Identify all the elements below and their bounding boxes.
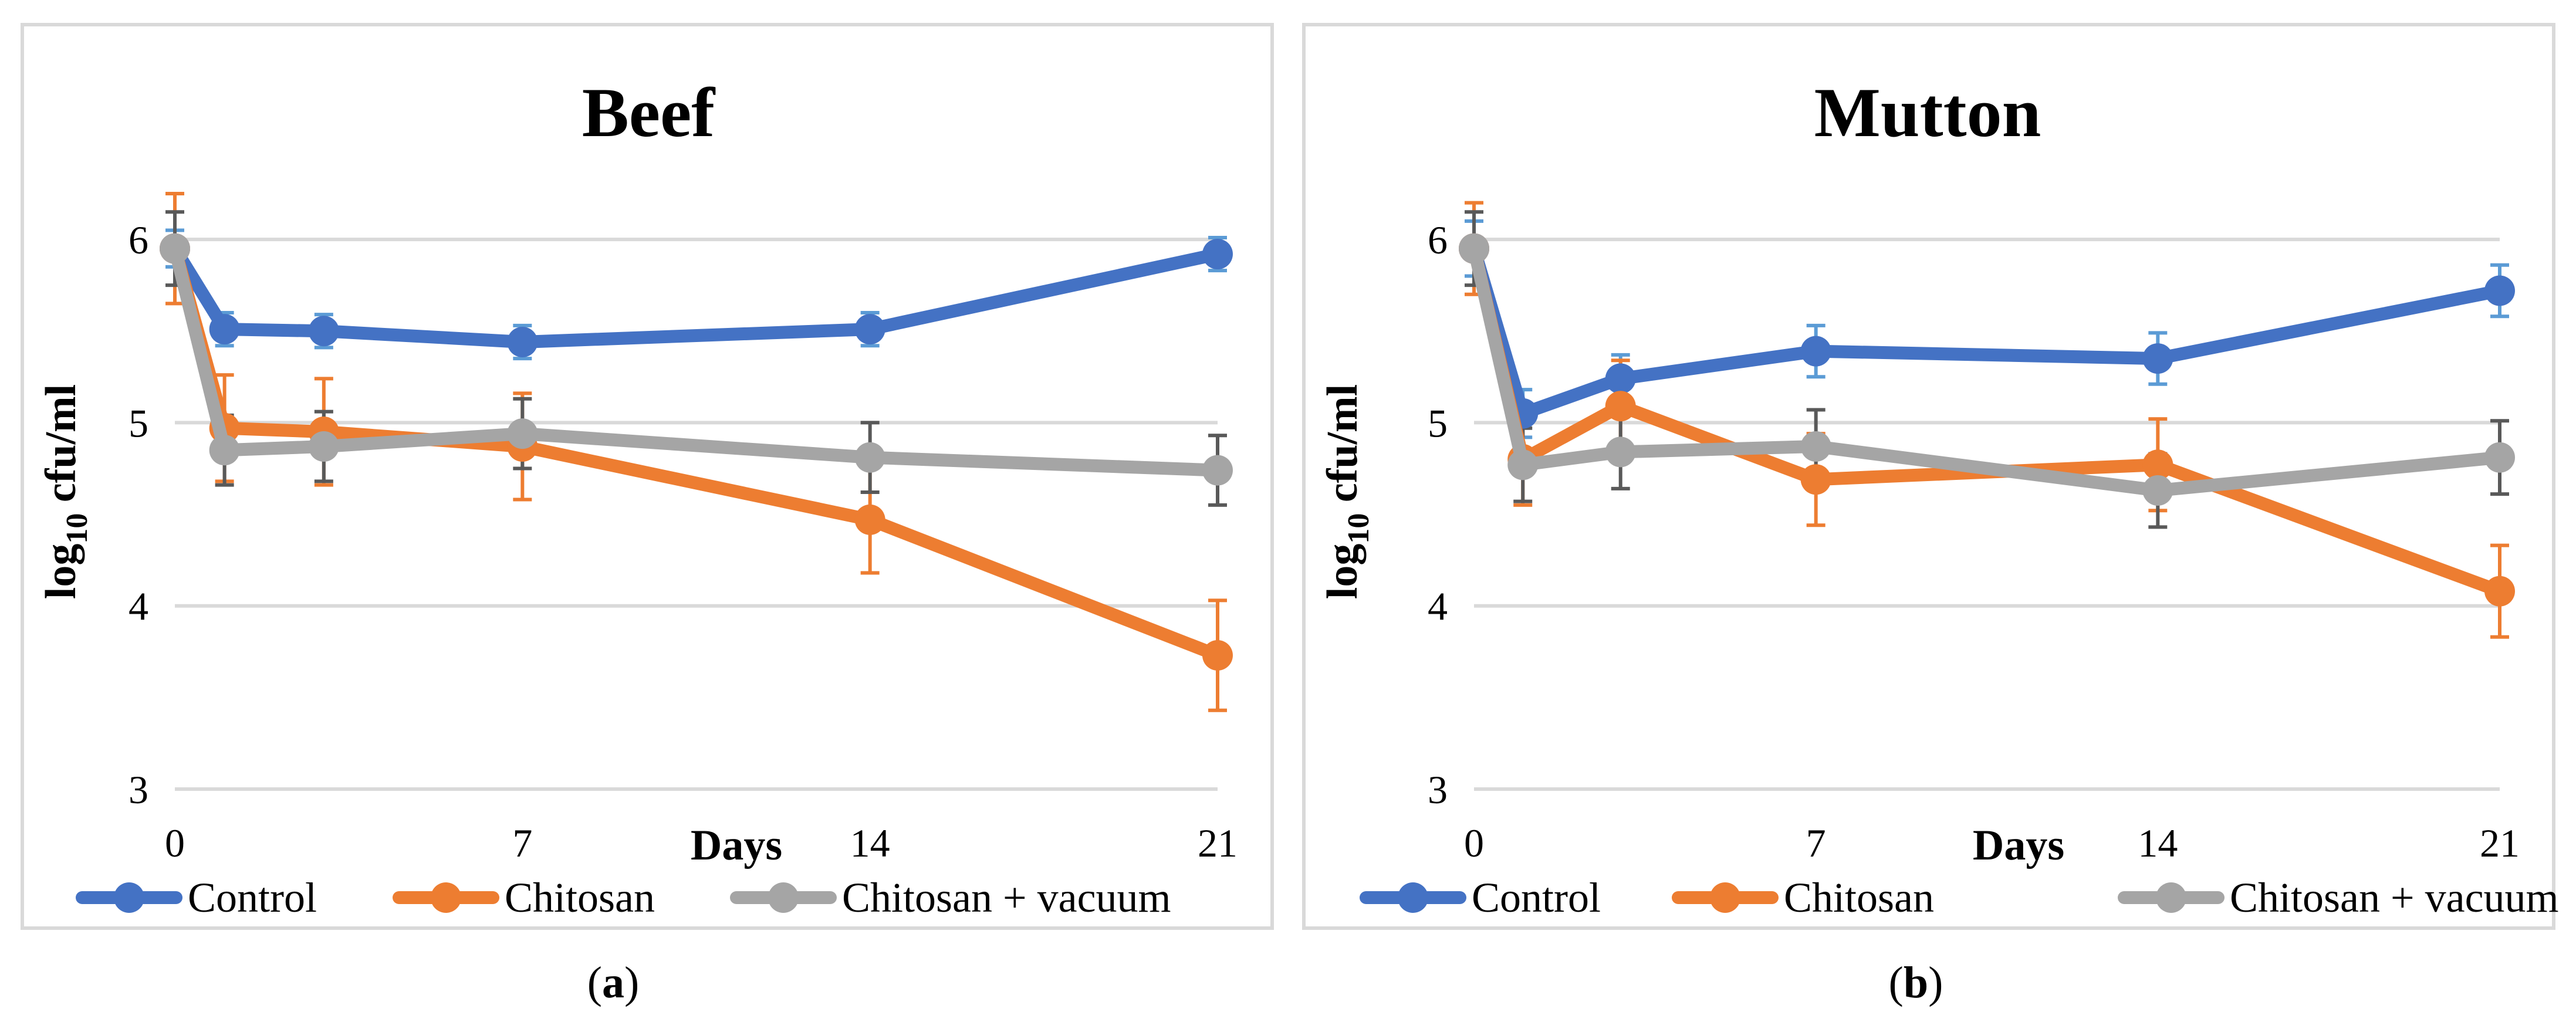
data-point-chitosan xyxy=(1202,640,1233,671)
caption-letter: b xyxy=(1904,958,1928,1007)
data-point-chitosan xyxy=(2142,449,2173,480)
x-tick-label: 7 xyxy=(1806,821,1826,865)
x-tick-label: 0 xyxy=(1464,821,1484,865)
data-point-vacuum xyxy=(1800,431,1831,462)
data-point-vacuum xyxy=(854,442,885,473)
legend-label: Control xyxy=(188,874,317,921)
data-point-control xyxy=(1800,336,1831,367)
y-axis-label: log10 cfu/ml xyxy=(1319,384,1375,599)
data-point-chitosan xyxy=(854,504,885,535)
y-tick-label: 4 xyxy=(129,584,148,629)
series-line-control xyxy=(1468,242,2506,420)
caption-open: ( xyxy=(587,958,602,1007)
legend-label: Chitosan xyxy=(505,874,655,921)
legend-label: Control xyxy=(1472,874,1601,921)
legend-item-chitosan: Chitosan xyxy=(1672,874,1934,921)
legend-swatch-marker xyxy=(431,882,461,913)
legend-swatch-marker xyxy=(768,882,799,913)
legend-swatch-marker xyxy=(2156,882,2186,913)
y-tick-label: 6 xyxy=(129,218,148,262)
x-tick-label: 0 xyxy=(165,821,185,865)
legend-label: Chitosan + vacuum xyxy=(842,874,1171,921)
y-tick-label: 3 xyxy=(129,767,148,812)
caption-close: ) xyxy=(624,958,639,1007)
panel-caption: (a) xyxy=(587,958,640,1007)
data-point-vacuum xyxy=(160,233,190,264)
chart-title: Beef xyxy=(582,73,716,151)
y-axis-label-subscript: 10 xyxy=(60,513,94,544)
x-tick-label: 14 xyxy=(2138,821,2178,865)
chart-panel-beef: 3 4 5 6 0 7 14 21 Beef log10 cfu/ml Days Control Chi… xyxy=(21,23,1274,930)
legend-swatch-marker xyxy=(114,882,144,913)
data-point-vacuum xyxy=(1202,455,1233,486)
y-tick-label: 5 xyxy=(1428,401,1448,445)
data-point-vacuum xyxy=(1459,233,1489,264)
y-tick-label: 6 xyxy=(1428,218,1448,262)
y-axis-label-subscript: 10 xyxy=(1342,513,1375,544)
y-tick-label: 3 xyxy=(1428,767,1448,812)
x-tick-label: 7 xyxy=(512,821,532,865)
legend-swatch-marker xyxy=(1398,882,1428,913)
data-point-vacuum xyxy=(1605,436,1636,468)
legend-label: Chitosan xyxy=(1784,874,1934,921)
series-line-vacuum xyxy=(168,242,1224,477)
data-point-vacuum xyxy=(209,435,240,466)
data-point-chitosan xyxy=(1800,464,1831,495)
data-point-control xyxy=(1605,363,1636,394)
legend-label: Chitosan + vacuum xyxy=(2230,874,2559,921)
x-tick-label: 21 xyxy=(2480,821,2520,865)
legend-item-control: Control xyxy=(1360,874,1601,921)
legend-item-chitosan: Chitosan xyxy=(393,874,655,921)
chart-panel-mutton: 3 4 5 6 0 7 14 21 Mutton log10 cfu/ml Days Control C… xyxy=(1302,23,2559,930)
legend-item-vacuum: Chitosan + vacuum xyxy=(730,874,1171,921)
data-point-control xyxy=(308,316,339,347)
y-tick-label: 4 xyxy=(1428,584,1448,629)
data-point-control xyxy=(2484,275,2515,306)
data-point-vacuum xyxy=(308,431,339,462)
series-line-vacuum xyxy=(1468,242,2506,497)
data-point-chitosan xyxy=(2484,576,2515,607)
y-axis-label-unit: cfu/ml xyxy=(1319,384,1367,513)
data-point-control xyxy=(209,314,240,345)
data-point-vacuum xyxy=(1507,449,1539,480)
caption-close: ) xyxy=(1928,958,1943,1007)
y-tick-label: 5 xyxy=(129,401,148,445)
y-axis-label-unit: cfu/ml xyxy=(37,384,85,513)
legend-swatch-marker xyxy=(1710,882,1740,913)
legend-item-control: Control xyxy=(76,874,317,921)
data-point-control xyxy=(854,314,885,345)
caption-open: ( xyxy=(1889,958,1904,1007)
data-point-vacuum xyxy=(507,418,538,449)
x-tick-label: 21 xyxy=(1198,821,1238,865)
data-point-chitosan xyxy=(1605,391,1636,422)
data-point-vacuum xyxy=(2142,475,2173,506)
caption-letter: a xyxy=(602,958,624,1007)
panel-caption: (b) xyxy=(1889,958,1943,1007)
x-tick-label: 14 xyxy=(850,821,890,865)
data-point-vacuum xyxy=(2484,442,2515,473)
data-point-control xyxy=(507,326,538,357)
y-axis-label-main: log xyxy=(1319,544,1367,600)
data-point-control xyxy=(2142,343,2173,374)
y-axis-label: log10 cfu/ml xyxy=(37,384,94,599)
legend-item-vacuum: Chitosan + vacuum xyxy=(2118,874,2559,921)
data-point-control xyxy=(1202,239,1233,270)
x-axis-label: Days xyxy=(1973,821,2064,869)
series-line-control xyxy=(168,242,1224,348)
x-axis-label: Days xyxy=(691,821,782,869)
chart-title: Mutton xyxy=(1814,73,2041,151)
y-axis-label-main: log xyxy=(37,544,85,600)
